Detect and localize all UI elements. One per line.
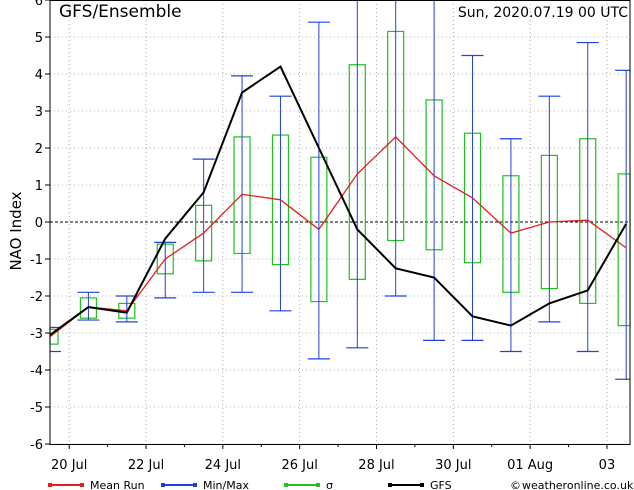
legend-label: GFS: [430, 479, 452, 490]
x-tick-label: 24 Jul: [205, 458, 241, 473]
legend-marker-left: [161, 483, 165, 487]
chart-header-left: GFS/Ensemble: [59, 2, 182, 22]
y-tick-label: -3: [30, 327, 43, 342]
credit: © weatheronline.co.uk: [510, 479, 634, 490]
y-tick-label: 6: [35, 0, 43, 9]
legend-marker-left: [388, 483, 392, 487]
legend-marker-right: [420, 483, 424, 487]
series-line-mean-run: [49, 135, 627, 338]
legend-marker-left: [284, 483, 288, 487]
legend-label: Min/Max: [203, 479, 249, 490]
grid: [50, 0, 630, 445]
x-tick-label: 26 Jul: [281, 458, 317, 473]
y-tick-label: -5: [30, 401, 43, 416]
plot-frame: [49, 0, 631, 445]
y-tick-label: -2: [30, 290, 43, 305]
x-tick-label: 03: [599, 458, 616, 473]
x-tick-label: 22 Jul: [128, 458, 164, 473]
series-line-gfs: [49, 65, 628, 336]
y-tick-label: 1: [35, 179, 43, 194]
y-tick-label: 3: [35, 105, 43, 120]
sigma-box: [617, 173, 631, 327]
legend-marker-right: [193, 483, 197, 487]
x-axis: 20 Jul 22 Jul 24 Jul 26 Jul 28 Jul 30 Jul 01 A…: [51, 444, 615, 473]
credit-text: weatheronline.co.uk: [522, 479, 634, 490]
y-axis: -6 -5 -4 -3 -2 -1 0 1 2 3 4 5 6: [30, 0, 50, 453]
legend-label: Mean Run: [90, 479, 145, 490]
y-tick-label: 5: [35, 31, 43, 46]
y-tick-label: -1: [30, 253, 43, 268]
copyright-icon: ©: [510, 479, 521, 490]
y-tick-label: -4: [30, 364, 43, 379]
x-tick-label: 01 Aug: [507, 458, 553, 473]
y-tick-label: -6: [30, 438, 43, 453]
chart-header-right: Sun, 2020.07.19 00 UTC: [458, 5, 628, 21]
legend-marker-right: [316, 483, 320, 487]
y-tick-label: 4: [35, 68, 43, 83]
y-tick-label: 0: [35, 216, 43, 231]
legend-marker-left: [48, 483, 52, 487]
x-tick-label: 28 Jul: [358, 458, 394, 473]
series-lines: [49, 65, 628, 338]
minmax-whiskers: [49, 0, 630, 380]
legend-label: σ: [326, 479, 333, 490]
x-tick-label: 20 Jul: [51, 458, 87, 473]
y-axis-label: NAO Index: [7, 191, 25, 270]
legend: Mean Run Min/Max σ GFS: [48, 479, 452, 490]
x-tick-label: 30 Jul: [435, 458, 471, 473]
y-tick-label: 2: [35, 142, 43, 157]
legend-marker-right: [80, 483, 84, 487]
